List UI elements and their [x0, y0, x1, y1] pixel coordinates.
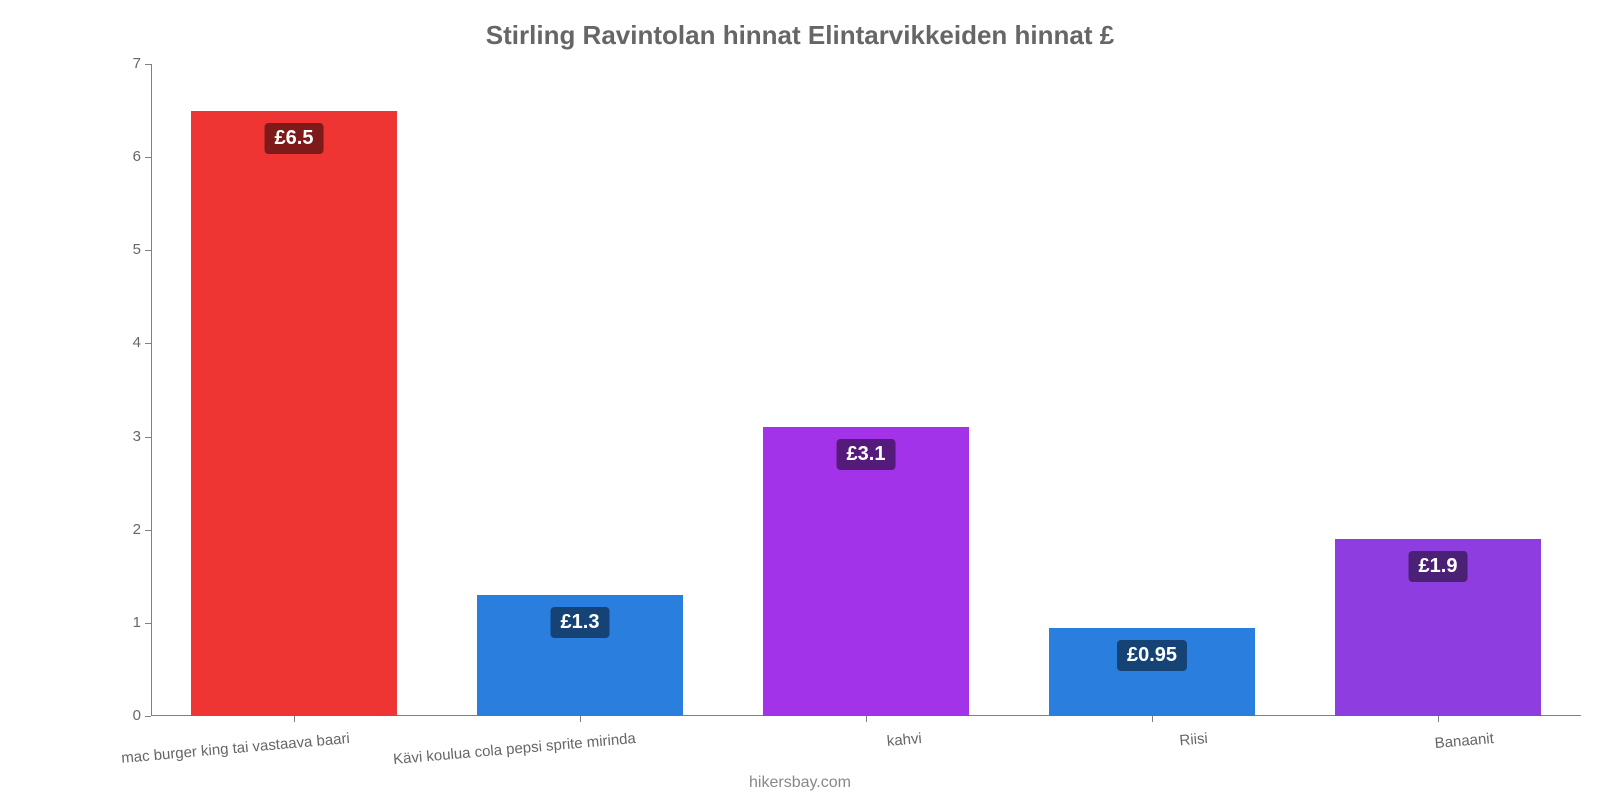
y-tick-label: 4 — [101, 334, 141, 351]
x-tick-mark — [580, 716, 581, 722]
bar-value-label: £0.95 — [1117, 640, 1187, 671]
bar-value-label: £1.9 — [1409, 551, 1468, 582]
bar-value-label: £1.3 — [551, 607, 610, 638]
y-tick-mark — [145, 343, 151, 344]
y-tick-mark — [145, 157, 151, 158]
y-tick-mark — [145, 250, 151, 251]
y-tick-label: 5 — [101, 241, 141, 258]
y-axis-line — [151, 64, 152, 716]
x-category-label: Banaanit — [1434, 730, 1494, 752]
x-tick-mark — [866, 716, 867, 722]
attribution-text: hikersbay.com — [0, 774, 1600, 792]
chart-title: Stirling Ravintolan hinnat Elintarvikkei… — [0, 20, 1600, 51]
x-category-label: Kävi koulua cola pepsi sprite mirinda — [392, 730, 636, 768]
y-tick-label: 0 — [101, 707, 141, 724]
y-tick-label: 6 — [101, 148, 141, 165]
y-tick-label: 7 — [101, 55, 141, 72]
y-tick-label: 1 — [101, 614, 141, 631]
bar — [763, 427, 969, 716]
y-tick-label: 3 — [101, 428, 141, 445]
x-category-label: mac burger king tai vastaava baari — [121, 730, 351, 767]
bar — [191, 111, 397, 716]
bar-value-label: £6.5 — [265, 123, 324, 154]
x-category-label: kahvi — [886, 730, 922, 750]
y-tick-mark — [145, 716, 151, 717]
y-tick-mark — [145, 437, 151, 438]
x-tick-mark — [294, 716, 295, 722]
y-tick-mark — [145, 530, 151, 531]
price-bar-chart: Stirling Ravintolan hinnat Elintarvikkei… — [0, 0, 1600, 800]
x-tick-mark — [1152, 716, 1153, 722]
y-tick-mark — [145, 64, 151, 65]
plot-area: 01234567£6.5mac burger king tai vastaava… — [151, 64, 1581, 716]
x-tick-mark — [1438, 716, 1439, 722]
y-tick-mark — [145, 623, 151, 624]
y-tick-label: 2 — [101, 521, 141, 538]
bar-value-label: £3.1 — [837, 439, 896, 470]
x-category-label: Riisi — [1179, 730, 1209, 749]
